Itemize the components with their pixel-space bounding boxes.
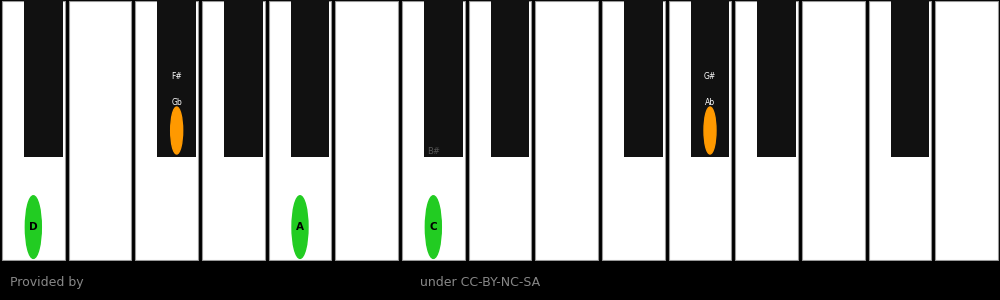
Text: C: C: [430, 222, 437, 232]
Bar: [735, 1, 798, 260]
Bar: [135, 1, 198, 260]
Text: F#: F#: [171, 72, 182, 81]
Text: Ab: Ab: [705, 98, 715, 107]
Text: Provided by: Provided by: [10, 276, 84, 289]
Bar: [602, 1, 665, 260]
Bar: [202, 1, 265, 260]
Bar: [535, 1, 598, 260]
Circle shape: [425, 196, 441, 258]
Text: D: D: [29, 222, 38, 232]
Bar: [802, 1, 865, 260]
Bar: [402, 1, 465, 260]
Bar: [224, 0, 263, 157]
Bar: [291, 0, 329, 157]
Bar: [469, 1, 531, 260]
Bar: [935, 1, 998, 260]
Text: A: A: [296, 222, 304, 232]
Bar: [669, 1, 731, 260]
Bar: [335, 1, 398, 260]
Bar: [491, 0, 529, 157]
Text: Gb: Gb: [171, 98, 182, 107]
Text: B#: B#: [427, 147, 440, 156]
Text: G#: G#: [704, 72, 716, 81]
Bar: [69, 1, 131, 260]
Bar: [691, 0, 729, 157]
Bar: [157, 0, 196, 157]
Bar: [624, 0, 663, 157]
Circle shape: [171, 107, 183, 154]
Bar: [269, 1, 331, 260]
Bar: [757, 0, 796, 157]
Text: under CC-BY-NC-SA: under CC-BY-NC-SA: [420, 276, 540, 289]
Circle shape: [704, 107, 716, 154]
Circle shape: [292, 196, 308, 258]
Bar: [869, 1, 931, 260]
Bar: [424, 0, 463, 157]
Bar: [891, 0, 929, 157]
Bar: [24, 0, 63, 157]
Bar: [2, 1, 65, 260]
Circle shape: [25, 196, 41, 258]
